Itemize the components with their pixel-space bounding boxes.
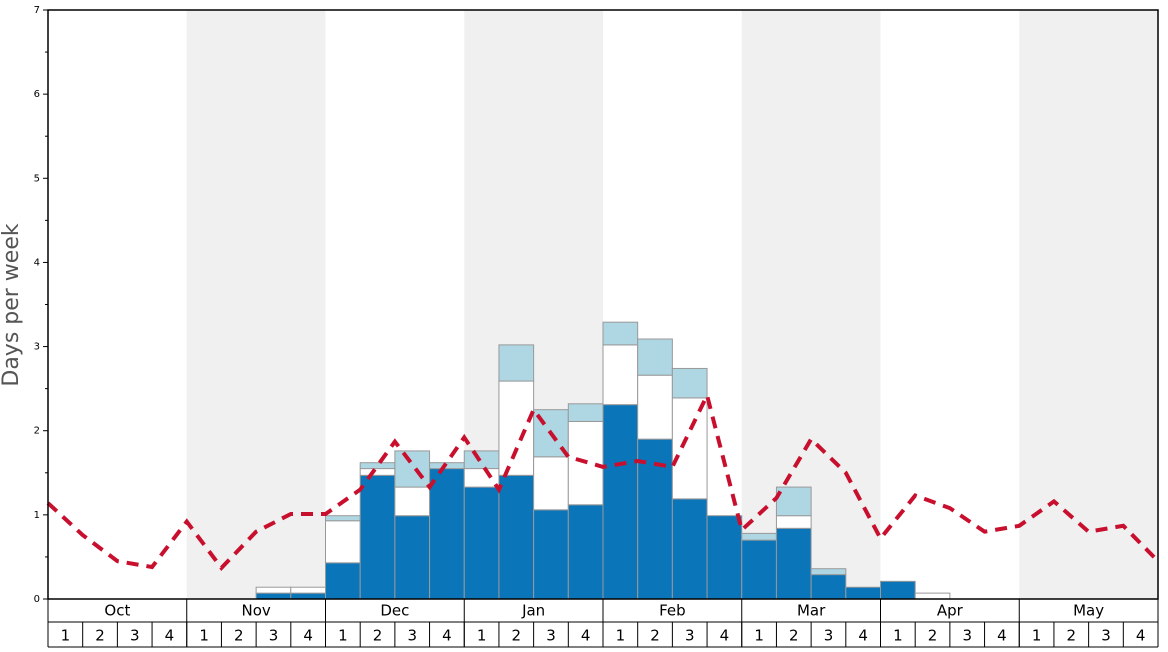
bar-segment	[741, 539, 777, 600]
bar-segment	[637, 374, 673, 440]
bar-segment	[602, 321, 639, 346]
trend-line	[46, 389, 1160, 571]
bar-segment	[394, 486, 431, 517]
week-label: 4	[858, 627, 868, 645]
week-label: 4	[1136, 627, 1146, 645]
bar-segment	[498, 344, 535, 382]
bar-segment	[255, 586, 292, 594]
bar-segment	[567, 403, 604, 422]
week-label: 4	[303, 627, 313, 645]
bar-segment	[602, 344, 639, 406]
bar-segment	[533, 509, 569, 600]
y-tick-label: 5	[34, 173, 40, 184]
bar-segment	[290, 592, 326, 600]
y-tick-label: 0	[34, 594, 40, 605]
month-label: Apr	[937, 602, 964, 620]
y-axis-label: Days per week	[0, 223, 24, 386]
week-label: 1	[61, 627, 71, 645]
week-label: 2	[373, 627, 383, 645]
bar-segment	[671, 498, 708, 600]
bar-segment	[637, 338, 673, 376]
bar-segment	[359, 468, 396, 476]
week-label: 3	[269, 627, 279, 645]
week-label: 4	[720, 627, 730, 645]
month-label: Nov	[241, 602, 270, 620]
week-label: 3	[1101, 627, 1111, 645]
month-shade	[186, 10, 326, 599]
week-label: 1	[1032, 627, 1042, 645]
bar-segment	[394, 515, 431, 600]
bar-segment	[429, 468, 465, 600]
week-label: 2	[234, 627, 244, 645]
month-label: Feb	[659, 602, 686, 620]
week-label: 1	[616, 627, 626, 645]
month-label: Mar	[797, 602, 826, 620]
y-tick-label: 1	[34, 510, 40, 521]
bar-segment	[810, 574, 847, 600]
month-label: Dec	[380, 602, 409, 620]
bar-segment	[706, 515, 743, 600]
bar-segment	[671, 367, 708, 399]
bar-segment	[325, 562, 361, 600]
bar-segment	[359, 462, 396, 470]
week-label: 1	[199, 627, 209, 645]
bar-segment	[290, 586, 326, 594]
week-label: 1	[893, 627, 903, 645]
bar-segment	[845, 586, 881, 600]
week-label: 2	[1067, 627, 1077, 645]
week-label: 3	[685, 627, 695, 645]
bar-segment	[567, 504, 604, 600]
month-shade	[1019, 10, 1158, 599]
bar-segment	[359, 474, 396, 600]
bar-segment	[602, 404, 639, 600]
bar-segment	[394, 450, 431, 488]
week-label: 2	[928, 627, 938, 645]
bar-segment	[533, 456, 569, 511]
week-label: 1	[338, 627, 348, 645]
bar-segment	[914, 592, 951, 600]
bar-segment	[741, 532, 777, 541]
week-label: 4	[581, 627, 591, 645]
month-label: Oct	[104, 602, 130, 620]
bar-segment	[775, 515, 812, 529]
bar-segment	[255, 592, 292, 600]
week-label: 3	[546, 627, 556, 645]
week-label: 4	[442, 627, 452, 645]
week-label: 3	[824, 627, 834, 645]
week-label: 3	[130, 627, 140, 645]
y-tick-label: 4	[34, 257, 40, 268]
bar-segment	[810, 568, 847, 576]
week-label: 2	[650, 627, 660, 645]
y-tick-label: 6	[34, 89, 40, 100]
month-label: May	[1073, 602, 1104, 620]
bar-segment	[880, 580, 916, 600]
week-label: 4	[997, 627, 1007, 645]
bar-segment	[498, 380, 535, 476]
week-label: 1	[754, 627, 764, 645]
bar-segment	[325, 515, 361, 522]
bar-segment	[325, 520, 361, 564]
week-label: 1	[477, 627, 487, 645]
week-label: 2	[512, 627, 522, 645]
y-tick-label: 2	[34, 426, 40, 437]
y-tick-label: 7	[34, 5, 40, 16]
bar-segment	[463, 486, 500, 600]
week-label: 2	[789, 627, 799, 645]
week-label: 3	[962, 627, 972, 645]
week-label: 4	[165, 627, 175, 645]
bar-segment	[463, 450, 500, 470]
bar-segment	[775, 527, 812, 600]
week-label: 3	[407, 627, 417, 645]
bar-segment	[775, 486, 812, 517]
bar-segment	[463, 468, 500, 488]
month-label: Jan	[521, 602, 545, 620]
week-label: 2	[95, 627, 105, 645]
y-tick-label: 3	[34, 342, 40, 353]
bar-segment	[498, 474, 535, 600]
bar-segment	[671, 397, 708, 500]
